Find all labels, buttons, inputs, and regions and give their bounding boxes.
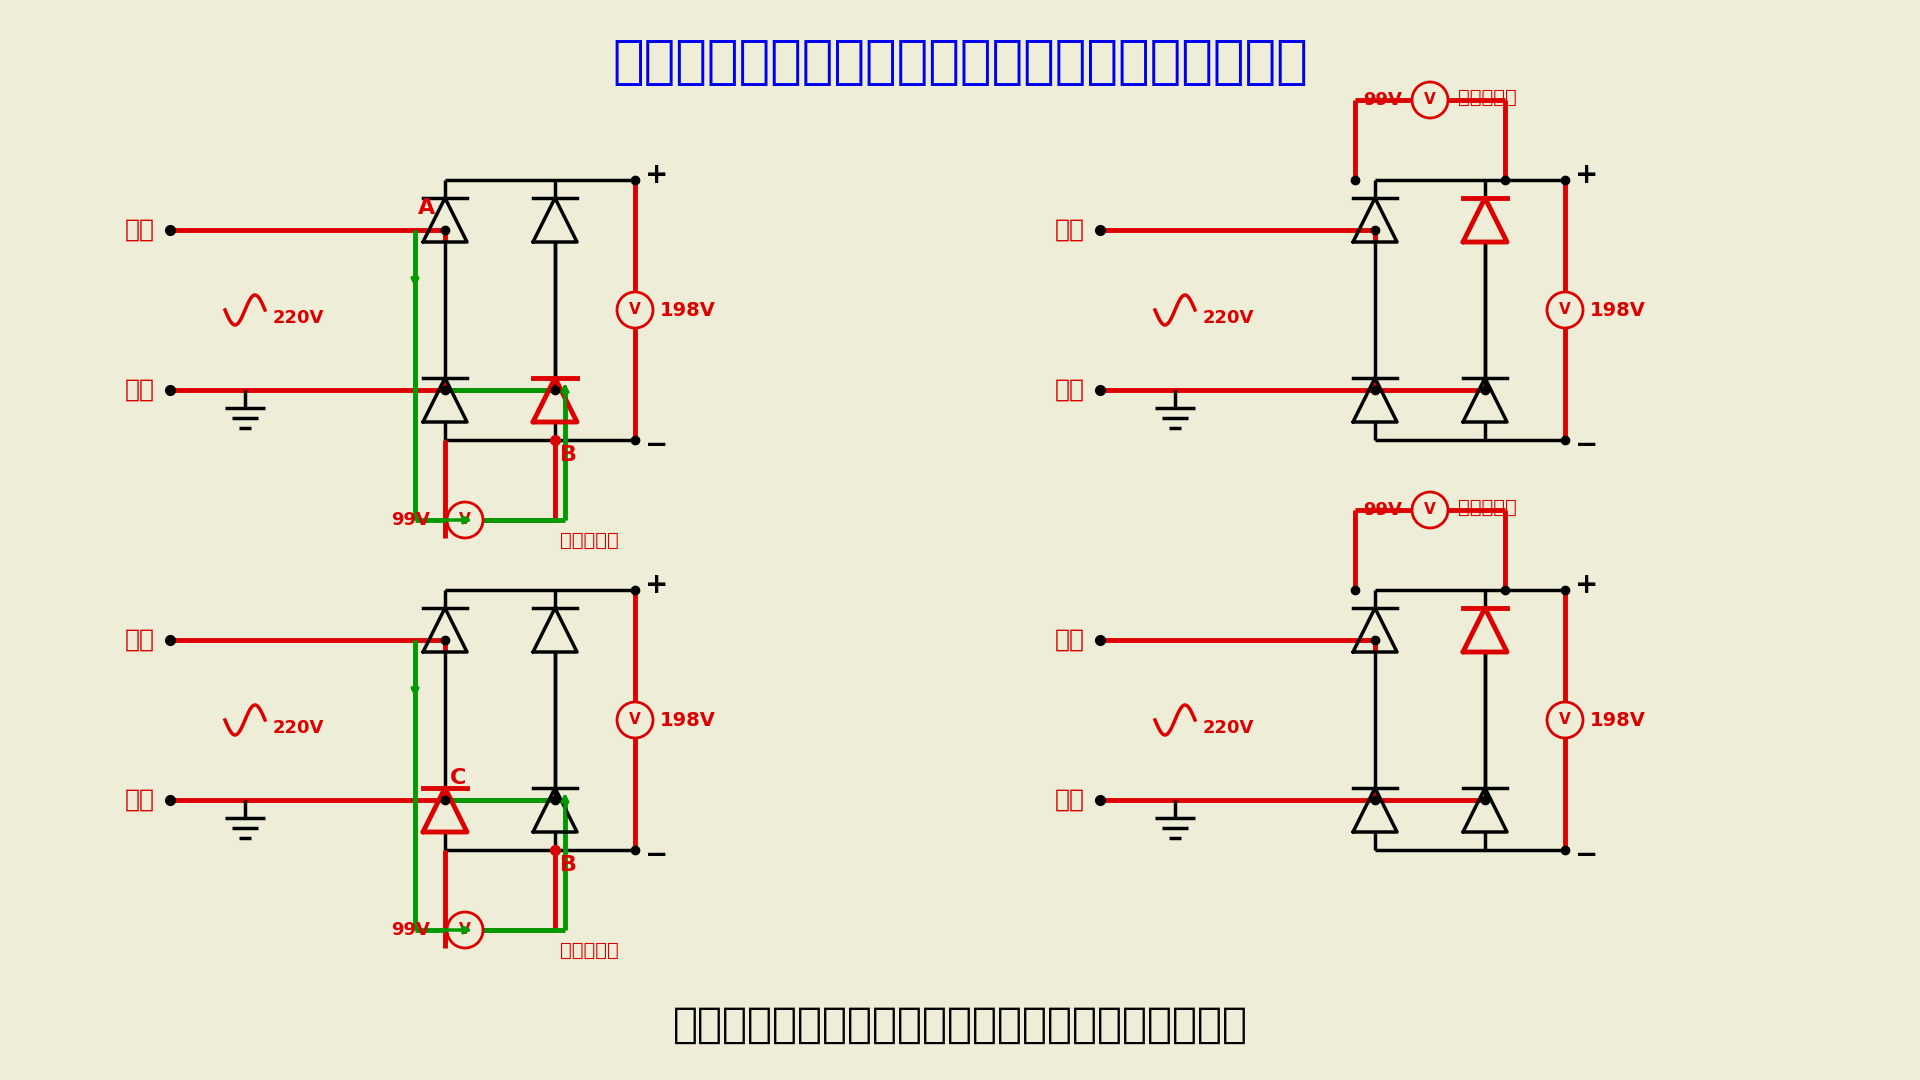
Text: V: V	[1559, 302, 1571, 318]
Text: 198V: 198V	[660, 300, 716, 320]
Text: 198V: 198V	[660, 711, 716, 729]
Text: V: V	[459, 513, 470, 527]
Text: A: A	[419, 198, 436, 218]
Text: 零线: 零线	[125, 378, 156, 402]
Text: 火线: 火线	[125, 218, 156, 242]
Text: +: +	[1574, 571, 1597, 599]
Text: B: B	[561, 855, 578, 875]
Text: 火线: 火线	[125, 627, 156, 652]
Text: 正极对零线: 正极对零线	[1457, 498, 1517, 516]
Text: +: +	[645, 161, 668, 189]
Text: 零线: 零线	[125, 788, 156, 812]
Text: 220V: 220V	[273, 309, 324, 327]
Text: V: V	[1559, 713, 1571, 728]
Text: C: C	[449, 768, 467, 788]
Text: 负极对火线: 负极对火线	[561, 530, 618, 550]
Text: 零线: 零线	[1054, 378, 1085, 402]
Circle shape	[1411, 492, 1448, 528]
Text: V: V	[630, 713, 641, 728]
Text: 桥式整流正负极对零火线的电压都是输出电压的一半: 桥式整流正负极对零火线的电压都是输出电压的一半	[672, 1004, 1248, 1047]
Circle shape	[1411, 82, 1448, 118]
Circle shape	[1548, 702, 1582, 738]
Text: 火线: 火线	[1054, 627, 1085, 652]
Text: 198V: 198V	[1590, 711, 1645, 729]
Text: 调换零火输入能消除开关电源热底板带电现象吗？: 调换零火输入能消除开关电源热底板带电现象吗？	[612, 36, 1308, 87]
Text: +: +	[645, 571, 668, 599]
Text: V: V	[1425, 502, 1436, 517]
Circle shape	[616, 702, 653, 738]
Text: 220V: 220V	[1204, 719, 1254, 737]
Text: 220V: 220V	[1204, 309, 1254, 327]
Text: 99V: 99V	[392, 511, 430, 529]
Text: +: +	[1574, 161, 1597, 189]
Text: 99V: 99V	[1363, 91, 1402, 109]
Circle shape	[616, 292, 653, 328]
Text: 99V: 99V	[392, 921, 430, 939]
Text: 正极对火线: 正极对火线	[1457, 87, 1517, 107]
Text: 220V: 220V	[273, 719, 324, 737]
Text: −: −	[645, 431, 668, 459]
Text: 负极对零线: 负极对零线	[561, 941, 618, 959]
Text: 198V: 198V	[1590, 300, 1645, 320]
Text: 零线: 零线	[1054, 788, 1085, 812]
Text: V: V	[1425, 93, 1436, 108]
Circle shape	[447, 912, 484, 948]
Text: 火线: 火线	[1054, 218, 1085, 242]
Text: −: −	[645, 841, 668, 869]
Text: −: −	[1574, 431, 1597, 459]
Text: V: V	[630, 302, 641, 318]
Text: B: B	[561, 445, 578, 465]
Text: V: V	[459, 922, 470, 937]
Text: 99V: 99V	[1363, 501, 1402, 519]
Circle shape	[447, 502, 484, 538]
Text: −: −	[1574, 841, 1597, 869]
Circle shape	[1548, 292, 1582, 328]
